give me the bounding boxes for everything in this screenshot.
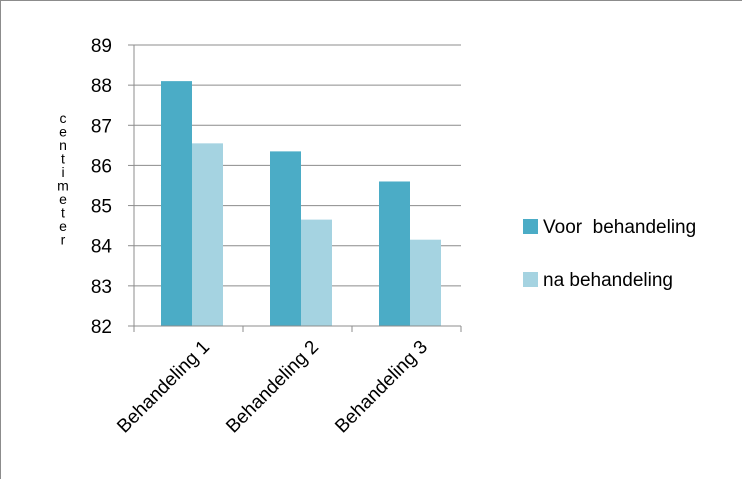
bar-voor-3	[379, 181, 410, 326]
bar-na-2	[301, 219, 332, 326]
bar-voor-2	[270, 151, 301, 326]
legend-swatch-na	[523, 272, 538, 287]
x-category-label: Behandeling 1	[113, 337, 214, 438]
legend-swatch-voor	[523, 219, 538, 234]
y-tick-label: 88	[91, 76, 112, 97]
legend: Voor behandeling na behandeling	[523, 217, 696, 291]
y-axis-label-letter: e	[59, 218, 67, 234]
y-axis-label-letter: n	[59, 137, 67, 153]
y-axis-label-letter: m	[57, 178, 69, 194]
x-category-label: Behandeling 3	[331, 337, 432, 438]
y-axis-label-letter: e	[59, 191, 67, 207]
y-tick-label: 85	[91, 197, 112, 218]
legend-label-voor: Voor behandeling	[543, 217, 696, 238]
y-axis-label-letter: r	[61, 232, 66, 248]
y-axis-label-letter: c	[60, 110, 67, 126]
legend-label-na: na behandeling	[543, 270, 673, 291]
y-tick-label: 87	[91, 116, 112, 137]
y-tick-label: 89	[91, 36, 112, 57]
axes	[128, 44, 462, 332]
y-axis-label-letter: e	[59, 124, 67, 140]
y-axis-label-letter: i	[61, 164, 64, 180]
y-tick-labels: 82 83 84 85 86 87 88 89	[91, 36, 113, 338]
x-category-labels: Behandeling 1 Behandeling 2 Behandeling 3	[113, 337, 432, 438]
y-tick-label: 84	[91, 237, 113, 258]
x-category-label: Behandeling 2	[222, 337, 323, 438]
y-tick-label: 82	[91, 317, 112, 338]
bar-na-3	[410, 239, 441, 326]
y-axis-label-letter: t	[61, 151, 65, 167]
y-tick-label: 83	[91, 277, 112, 298]
bar-voor-1	[161, 81, 192, 326]
y-axis-label-letter: t	[61, 205, 65, 221]
bars	[161, 81, 441, 326]
y-tick-label: 86	[91, 156, 112, 177]
bar-na-1	[192, 143, 223, 326]
